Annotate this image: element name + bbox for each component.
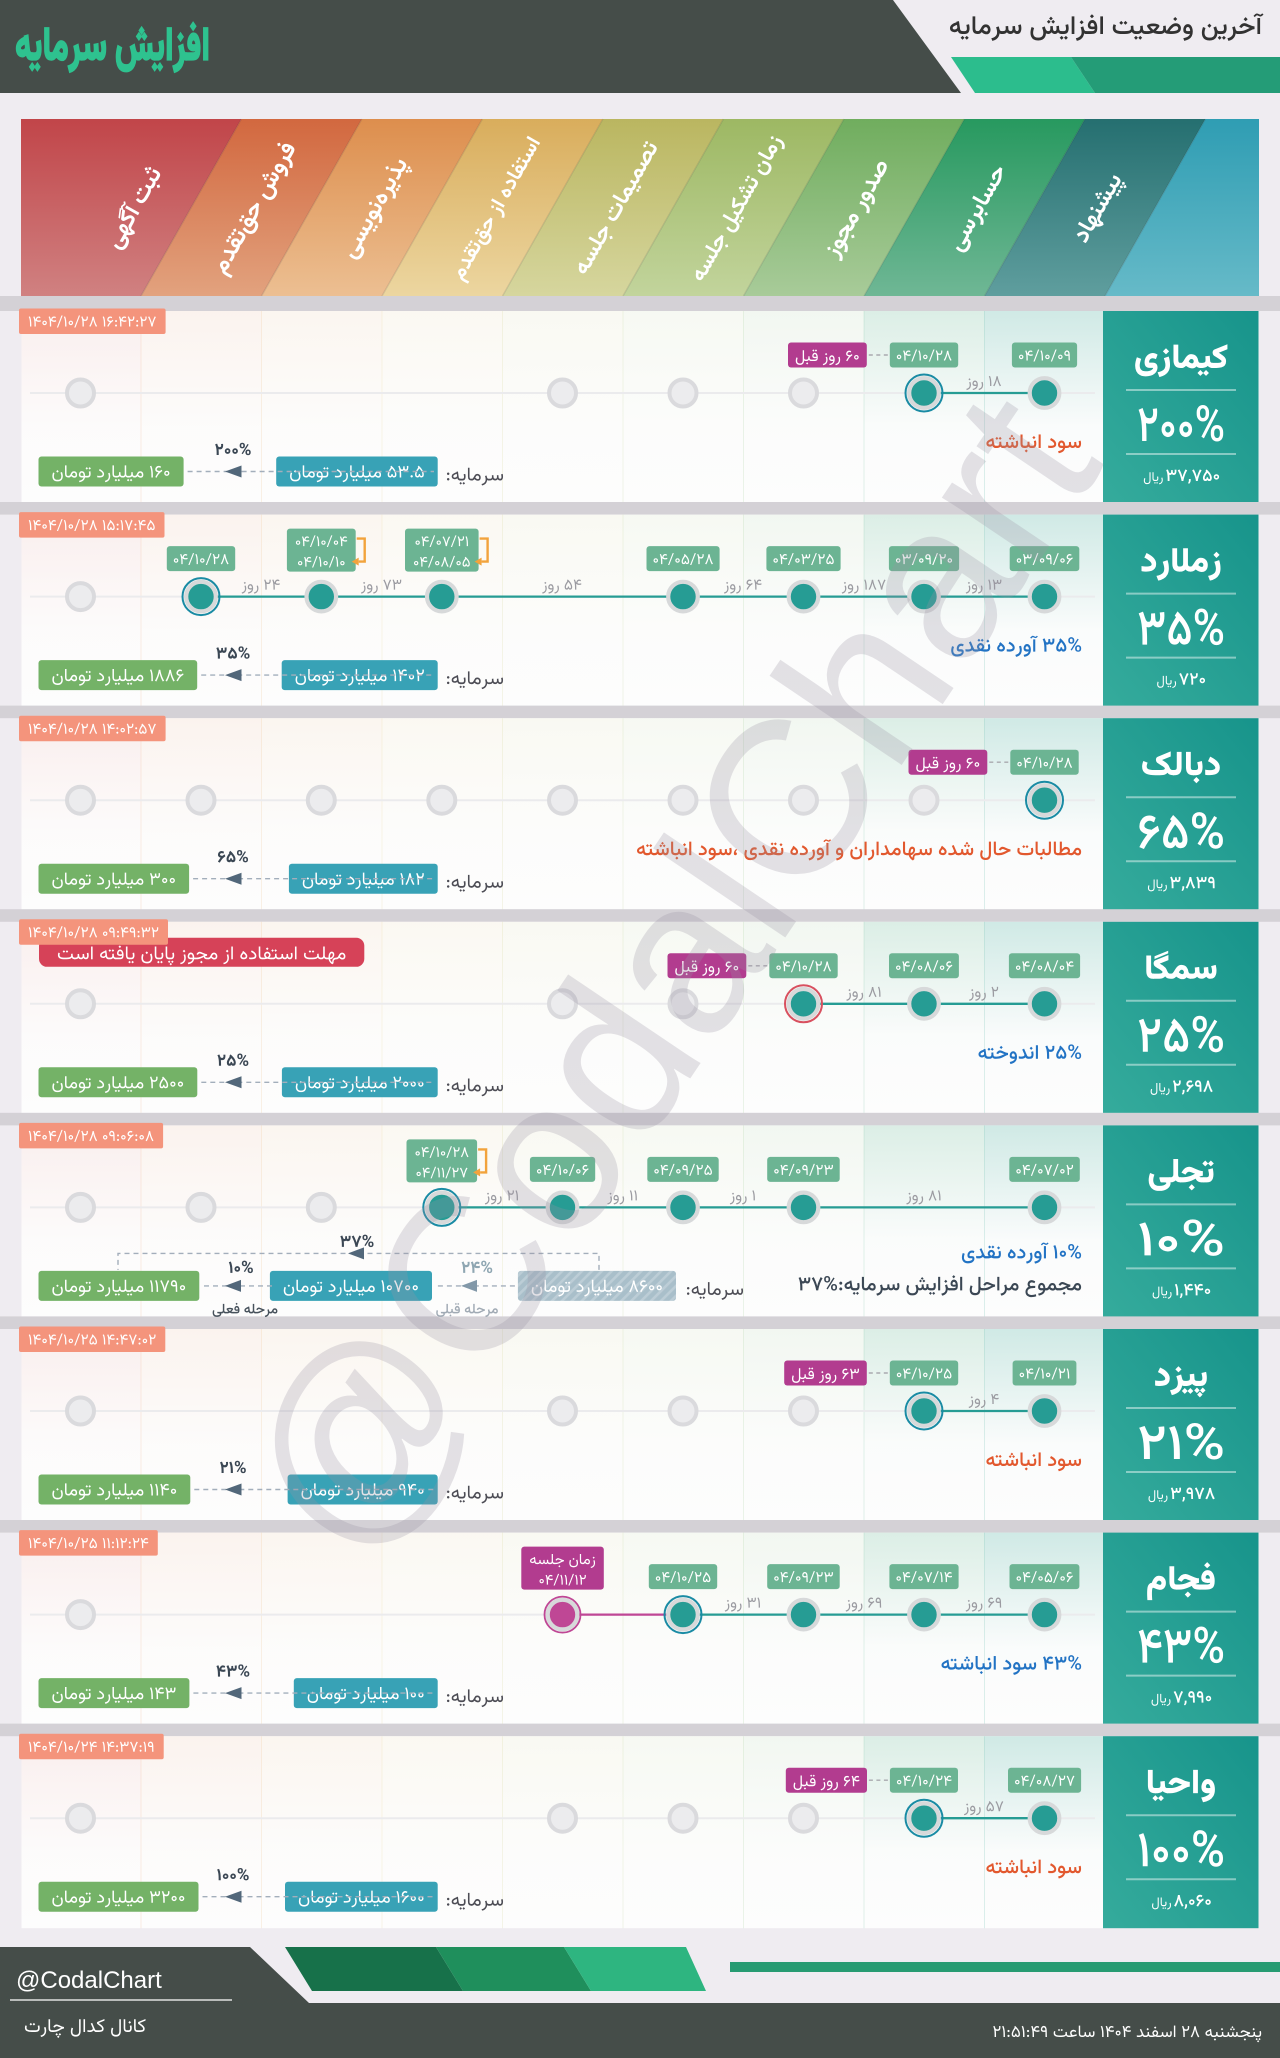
svg-text:@CodalChart: @CodalChart — [16, 1967, 162, 1994]
